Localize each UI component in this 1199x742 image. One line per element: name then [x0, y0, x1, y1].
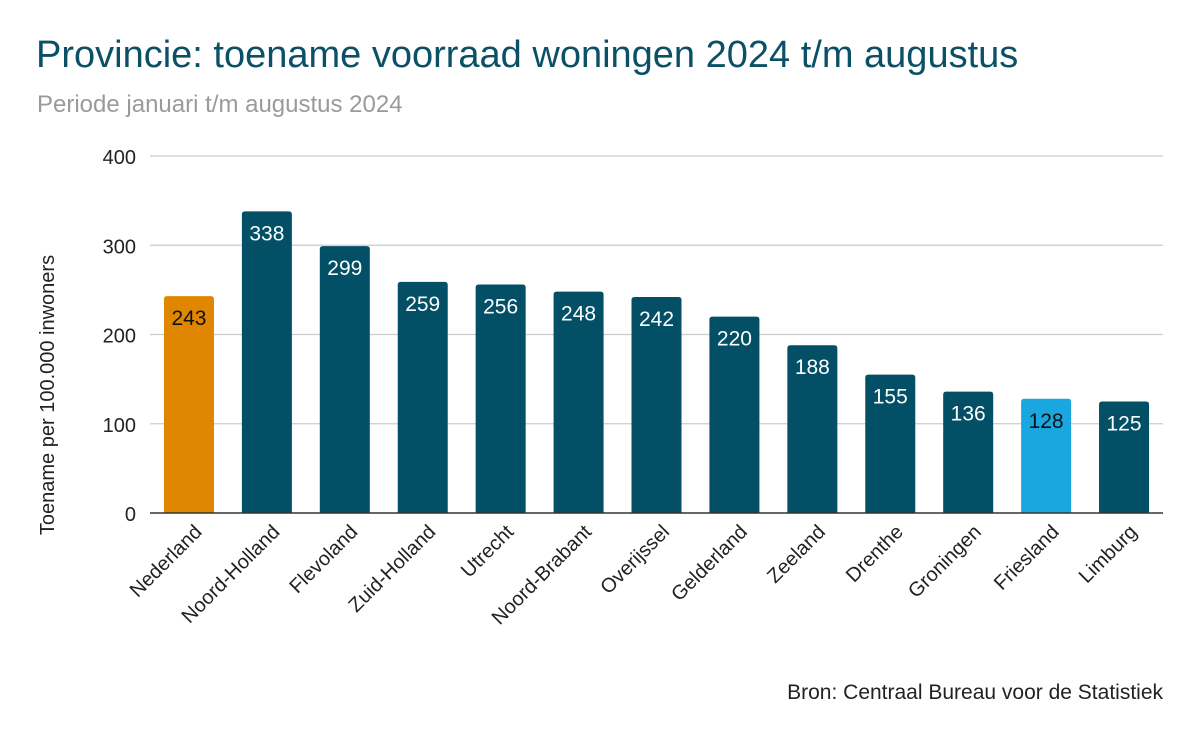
- bar-group-zeeland: 188: [787, 345, 838, 513]
- x-tick-label: Nederland: [126, 521, 207, 602]
- bar-value-label: 243: [171, 307, 206, 330]
- bar: [397, 281, 448, 513]
- bar-value-label: 248: [561, 303, 596, 326]
- bar-group-friesland: 128: [1021, 398, 1072, 513]
- bar: [709, 316, 760, 513]
- bar-group-flevoland: 299: [319, 246, 370, 513]
- bar-value-label: 242: [639, 308, 674, 331]
- x-tick-label: Gelderland: [667, 521, 752, 606]
- y-tick-label: 200: [103, 326, 136, 348]
- bar-value-label: 259: [405, 293, 440, 316]
- y-tick-label: 400: [103, 147, 136, 169]
- chart-subtitle: Periode januari t/m augustus 2024: [37, 91, 403, 118]
- bar: [1021, 398, 1072, 513]
- x-tick-label: Utrecht: [457, 521, 518, 582]
- bar: [631, 297, 682, 513]
- x-tick-label: Zeeland: [763, 521, 830, 588]
- y-axis-ticks: 0 100 200 300 400: [103, 147, 136, 526]
- bar-value-label: 128: [1029, 410, 1064, 433]
- bar-group-utrecht: 256: [475, 284, 526, 513]
- source-note: Bron: Centraal Bureau voor de Statistiek: [787, 681, 1163, 704]
- bar-group-drenthe: 155: [865, 374, 916, 513]
- x-tick-label: Flevoland: [285, 521, 362, 598]
- y-tick-label: 0: [125, 504, 136, 526]
- bar: [241, 211, 292, 513]
- chart-title: Provincie: toename voorraad woningen 202…: [36, 34, 1019, 76]
- bar-value-label: 338: [249, 222, 284, 245]
- bar: [475, 284, 526, 513]
- bars: 243 338 299 259 256 248 242 220 188 155 136 128 125: [163, 211, 1150, 513]
- bar-group-groningen: 136: [943, 391, 994, 513]
- x-tick-label: Groningen: [904, 521, 986, 603]
- bar-value-label: 125: [1107, 412, 1142, 435]
- bar-value-label: 256: [483, 296, 518, 319]
- x-tick-label: Overijssel: [596, 521, 674, 599]
- bar-group-noord-holland: 338: [241, 211, 292, 513]
- y-tick-label: 300: [103, 236, 136, 258]
- bar-group-limburg: 125: [1099, 401, 1150, 513]
- bar-value-label: 155: [873, 386, 908, 409]
- bar-group-nederland: 243: [163, 296, 214, 513]
- bar-group-gelderland: 220: [709, 316, 760, 513]
- x-tick-label: Friesland: [990, 521, 1064, 595]
- bar: [163, 296, 214, 513]
- x-tick-label: Limburg: [1075, 521, 1142, 588]
- bar-value-label: 299: [327, 257, 362, 280]
- bar-value-label: 220: [717, 328, 752, 351]
- bar-value-label: 136: [951, 403, 986, 426]
- bar-group-zuid-holland: 259: [397, 281, 448, 513]
- bar: [1099, 401, 1150, 513]
- bar: [787, 345, 838, 513]
- y-axis-label: Toename per 100.000 inwoners: [37, 255, 59, 535]
- bar-group-overijssel: 242: [631, 297, 682, 513]
- bar-group-noord-brabant: 248: [553, 291, 604, 513]
- bar: [865, 374, 916, 513]
- bar: [943, 391, 994, 513]
- bar-value-label: 188: [795, 356, 830, 379]
- bar: [553, 291, 604, 513]
- bar: [319, 246, 370, 513]
- y-tick-label: 100: [103, 415, 136, 437]
- x-tick-label: Drenthe: [842, 521, 908, 587]
